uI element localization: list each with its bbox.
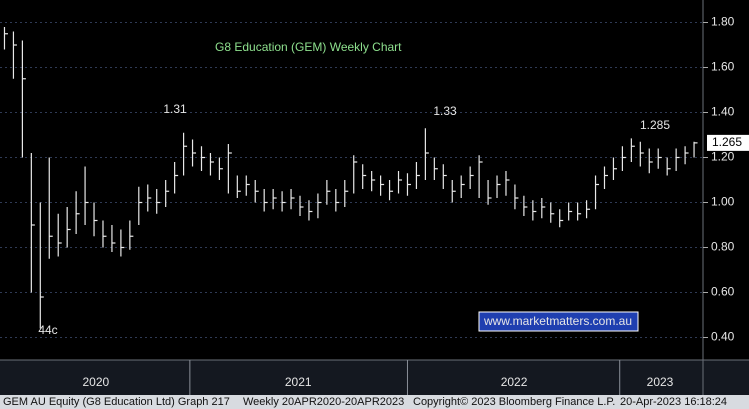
- y-tick-label: 1.60: [711, 60, 735, 74]
- annotation: 1.33: [433, 104, 457, 118]
- last-price-label: 1.265: [712, 135, 742, 149]
- watermark: www.marketmatters.com.au: [483, 314, 632, 328]
- y-tick-label: 0.80: [711, 240, 735, 254]
- annotation: 1.285: [640, 118, 670, 132]
- x-tick-label: 2022: [501, 375, 528, 389]
- annotation: 1.31: [163, 102, 187, 116]
- x-tick-label: 2021: [285, 375, 312, 389]
- x-axis-strip: [0, 360, 749, 395]
- y-tick-label: 1.80: [711, 15, 735, 29]
- y-tick-label: 0.60: [711, 285, 735, 299]
- y-tick-label: 1.20: [711, 150, 735, 164]
- footer-bar: [0, 395, 749, 409]
- annotation: 44c: [38, 323, 57, 337]
- footer-text: Copyright© 2023 Bloomberg Finance L.P.: [413, 396, 615, 408]
- footer-text: GEM AU Equity (G8 Education Ltd) Graph 2…: [3, 396, 230, 408]
- footer-text: 20-Apr-2023 16:18:24: [620, 396, 727, 408]
- watermark-box: [478, 311, 639, 332]
- footer-text: Weekly 20APR2020-20APR2023: [243, 396, 404, 408]
- x-tick-label: 2023: [647, 375, 674, 389]
- last-price-box: [707, 134, 749, 151]
- x-tick-label: 2020: [82, 375, 109, 389]
- chart-title: G8 Education (GEM) Weekly Chart: [215, 40, 402, 54]
- y-tick-label: 1.40: [711, 105, 735, 119]
- y-tick-label: 1.00: [711, 195, 735, 209]
- y-tick-label: 0.40: [711, 330, 735, 344]
